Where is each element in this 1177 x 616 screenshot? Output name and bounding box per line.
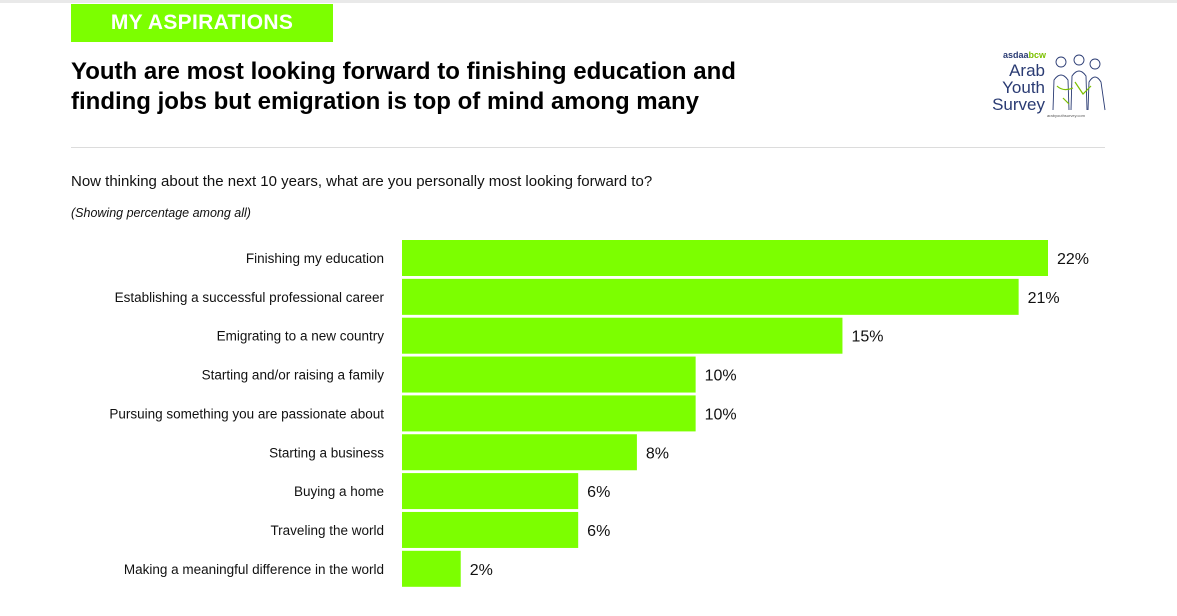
arab-youth-survey-logo: asdaabcw Arab Youth Survey arabyouthsurv… — [983, 50, 1123, 125]
brand-prefix: asdaa — [1003, 50, 1029, 60]
bar-7 — [402, 511, 579, 548]
bar-1 — [402, 278, 1019, 315]
category-label: Starting a business — [269, 445, 384, 460]
category-label: Traveling the world — [270, 523, 384, 538]
bar-0 — [402, 240, 1048, 276]
value-label: 22% — [1057, 251, 1089, 268]
value-label: 6% — [587, 523, 610, 540]
category-label: Pursuing something you are passionate ab… — [109, 406, 384, 421]
page-title-line-2: finding jobs but emigration is top of mi… — [71, 88, 699, 115]
bar-4 — [402, 395, 696, 432]
value-label: 6% — [587, 484, 610, 501]
bar-2 — [402, 317, 843, 354]
category-label: Starting and/or raising a family — [202, 368, 385, 383]
category-label: Making a meaningful difference in the wo… — [124, 562, 384, 577]
people-illustration-icon — [1052, 54, 1106, 111]
logo-url: arabyouthsurvey.com — [1047, 113, 1085, 118]
logo-line-1: Arab — [1009, 61, 1045, 80]
value-label: 21% — [1028, 290, 1060, 307]
page-title-line-1: Youth are most looking forward to finish… — [71, 58, 736, 85]
category-label: Emigrating to a new country — [217, 329, 385, 344]
value-label: 8% — [646, 445, 669, 462]
bar-6 — [402, 473, 579, 510]
bar-8 — [402, 550, 461, 587]
value-label: 15% — [851, 329, 883, 346]
page-title: Youth are most looking forward to finish… — [71, 57, 891, 117]
value-label: 10% — [705, 406, 737, 423]
bar-5 — [402, 434, 637, 471]
chart-note: (Showing percentage among all) — [71, 206, 251, 220]
category-label: Establishing a successful professional c… — [115, 290, 385, 305]
brand-name: asdaabcw — [1003, 50, 1046, 60]
brand-suffix: bcw — [1028, 50, 1047, 60]
value-label: 2% — [470, 562, 493, 579]
value-label: 10% — [705, 368, 737, 385]
logo-line-3: Survey — [992, 95, 1045, 114]
section-tag: MY ASPIRATIONS — [71, 4, 333, 42]
header-divider — [71, 147, 1105, 148]
bar-3 — [402, 356, 696, 393]
logo-line-2: Youth — [1002, 78, 1045, 97]
category-label: Finishing my education — [246, 251, 384, 266]
top-border — [0, 0, 1177, 3]
survey-question: Now thinking about the next 10 years, wh… — [71, 173, 653, 190]
category-label: Buying a home — [294, 484, 384, 499]
